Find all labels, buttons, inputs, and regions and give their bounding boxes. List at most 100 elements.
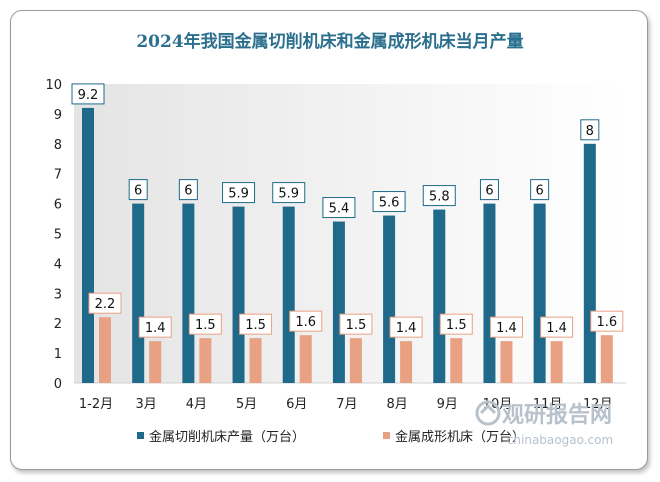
x-tick-label: 9月 xyxy=(437,397,458,412)
data-label-box xyxy=(188,313,222,335)
data-label-forming: 1.4 xyxy=(138,316,172,338)
data-label-text: 1.6 xyxy=(295,315,316,330)
data-label-text: 5.8 xyxy=(429,190,450,205)
bar-forming xyxy=(600,335,613,383)
y-tick-label: 9 xyxy=(54,108,62,123)
bar-cutting xyxy=(433,209,446,383)
legend-label: 金属切削机床产量（万台） xyxy=(149,429,305,445)
data-label-forming: 1.4 xyxy=(389,316,423,338)
data-label-text: 5.9 xyxy=(278,187,299,202)
data-label-cutting: 8 xyxy=(580,119,600,141)
bar-forming xyxy=(450,338,463,383)
y-tick-label: 3 xyxy=(54,287,62,302)
data-label-box xyxy=(71,83,105,105)
data-label-forming: 1.6 xyxy=(289,310,323,332)
data-label-text: 5.4 xyxy=(329,202,350,217)
bar-cutting xyxy=(232,206,245,383)
data-label-cutting: 5.4 xyxy=(322,197,356,219)
data-label-box xyxy=(439,313,473,335)
x-tick-label: 8月 xyxy=(386,397,407,412)
y-tick-label: 8 xyxy=(54,138,62,153)
data-label-box xyxy=(88,292,122,314)
bar-forming xyxy=(400,341,413,383)
data-label-forming: 1.5 xyxy=(239,313,273,335)
bar-cutting xyxy=(533,203,546,383)
data-label-box xyxy=(178,179,198,201)
data-label-box xyxy=(322,197,356,219)
data-label-box xyxy=(138,316,172,338)
data-label-text: 1.5 xyxy=(245,318,266,333)
bar-forming xyxy=(500,341,513,383)
x-tick-label: 5月 xyxy=(236,397,257,412)
bar-cutting xyxy=(282,206,295,383)
watermark: 观研报告网 chinabaogao.com xyxy=(475,400,613,447)
y-tick-label: 6 xyxy=(54,198,62,213)
x-tick-label: 4月 xyxy=(186,397,207,412)
x-tick-label: 1-2月 xyxy=(79,397,113,412)
bar-cutting xyxy=(583,143,596,383)
bars-group xyxy=(82,107,613,384)
data-label-text: 9.2 xyxy=(78,88,99,103)
data-label-forming: 1.5 xyxy=(339,313,373,335)
data-label-box xyxy=(389,316,423,338)
data-label-text: 1.5 xyxy=(446,318,467,333)
data-label-text: 6 xyxy=(485,184,493,199)
data-label-text: 2.2 xyxy=(95,297,116,312)
data-label-box xyxy=(580,119,600,141)
data-label-text: 8 xyxy=(586,124,594,139)
data-label-cutting: 9.2 xyxy=(71,83,105,105)
chart-title: 2024年我国金属切削机床和金属成形机床当月产量 xyxy=(136,31,523,52)
data-label-box xyxy=(239,313,273,335)
bar-cutting xyxy=(332,221,345,383)
data-label-forming: 2.2 xyxy=(88,292,122,314)
x-tick-label: 7月 xyxy=(336,397,357,412)
bar-forming xyxy=(199,338,212,383)
data-label-box xyxy=(530,179,550,201)
y-tick-label: 2 xyxy=(54,317,62,332)
bar-cutting xyxy=(383,215,396,383)
y-tick-label: 10 xyxy=(45,78,62,93)
y-tick-label: 7 xyxy=(54,168,62,183)
data-label-cutting: 6 xyxy=(178,179,198,201)
data-label-text: 1.5 xyxy=(346,318,367,333)
data-label-cutting: 5.6 xyxy=(372,191,406,213)
data-label-box xyxy=(590,310,624,332)
watermark-logo-icon xyxy=(475,400,501,426)
data-label-text: 1.5 xyxy=(195,318,216,333)
legend-label: 金属成形机床（万台） xyxy=(395,429,525,445)
y-tick-label: 4 xyxy=(54,257,62,272)
y-tick-label: 0 xyxy=(54,377,62,392)
data-label-text: 1.4 xyxy=(546,321,567,336)
bar-forming xyxy=(299,335,312,383)
data-label-cutting: 5.9 xyxy=(222,182,256,204)
data-label-cutting: 6 xyxy=(479,179,499,201)
y-tick-label: 1 xyxy=(54,347,62,362)
bar-cutting xyxy=(82,107,94,384)
bar-forming xyxy=(99,317,111,383)
x-tick-label: 6月 xyxy=(286,397,307,412)
y-tick-label: 5 xyxy=(54,228,62,243)
data-label-cutting: 5.9 xyxy=(272,182,306,204)
watermark-brand: 观研报告网 xyxy=(502,403,612,428)
data-label-box xyxy=(289,310,323,332)
data-label-box xyxy=(422,185,456,207)
data-label-box xyxy=(489,316,523,338)
data-label-text: 1.4 xyxy=(496,321,517,336)
data-label-forming: 1.5 xyxy=(188,313,222,335)
legend-swatch xyxy=(137,432,144,439)
x-tick-label: 3月 xyxy=(136,397,157,412)
bar-cutting xyxy=(132,203,145,383)
bar-forming xyxy=(149,341,162,383)
data-label-box xyxy=(272,182,306,204)
bar-forming xyxy=(249,338,262,383)
data-label-box xyxy=(339,313,373,335)
bar-forming xyxy=(349,338,362,383)
legend-swatch xyxy=(383,432,390,439)
data-label-cutting: 6 xyxy=(128,179,148,201)
data-labels-group: 9.2 2.2 6 1.4 6 1.5 5.9 1.5 5.9 1.6 5.4 1.5 5.6 1.4 5.… xyxy=(71,83,624,338)
data-label-text: 5.9 xyxy=(228,187,249,202)
legend: 金属切削机床产量（万台） 金属成形机床（万台） xyxy=(137,429,525,445)
data-label-cutting: 5.8 xyxy=(422,185,456,207)
data-label-forming: 1.4 xyxy=(489,316,523,338)
